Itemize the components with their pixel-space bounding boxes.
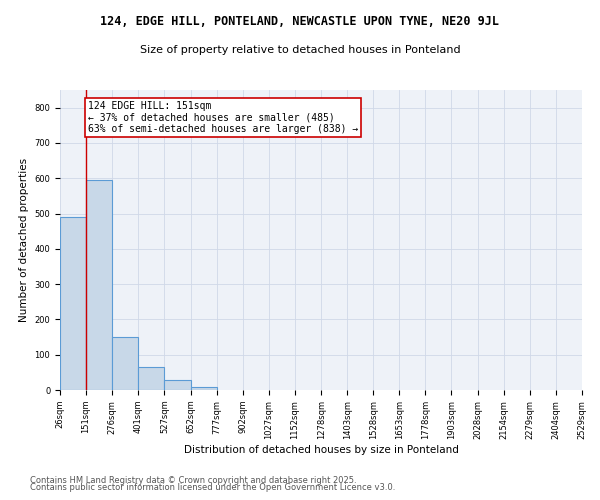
Text: Contains public sector information licensed under the Open Government Licence v3: Contains public sector information licen… (30, 484, 395, 492)
Bar (164, 380, 191, 390)
Bar (191, 387, 217, 390)
Text: 124 EDGE HILL: 151sqm
← 37% of detached houses are smaller (485)
63% of semi-det: 124 EDGE HILL: 151sqm ← 37% of detached … (88, 100, 358, 134)
Text: 124, EDGE HILL, PONTELAND, NEWCASTLE UPON TYNE, NE20 9JL: 124, EDGE HILL, PONTELAND, NEWCASTLE UPO… (101, 15, 499, 28)
Bar (60, 217, 86, 390)
Bar (86, 180, 112, 390)
Y-axis label: Number of detached properties: Number of detached properties (19, 158, 29, 322)
Bar (138, 367, 164, 390)
X-axis label: Distribution of detached houses by size in Ponteland: Distribution of detached houses by size … (184, 444, 458, 454)
Bar (112, 337, 138, 390)
Text: Contains HM Land Registry data © Crown copyright and database right 2025.: Contains HM Land Registry data © Crown c… (30, 476, 356, 485)
Text: Size of property relative to detached houses in Ponteland: Size of property relative to detached ho… (140, 45, 460, 55)
